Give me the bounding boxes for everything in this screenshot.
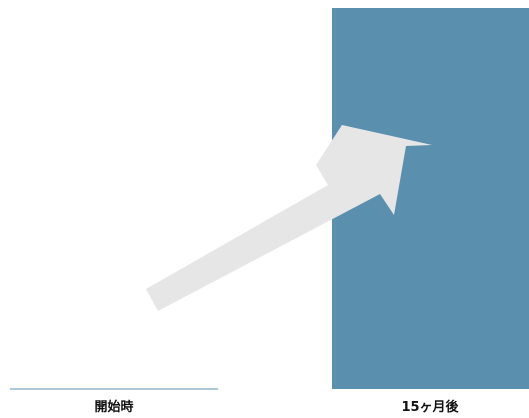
category-label-2: 15ヶ月後 xyxy=(401,399,459,415)
category-labels: 開始時 15ヶ月後 xyxy=(94,399,459,415)
growth-arrow-icon xyxy=(146,125,432,311)
bars-group xyxy=(10,8,529,390)
category-label-1: 開始時 xyxy=(94,399,133,415)
